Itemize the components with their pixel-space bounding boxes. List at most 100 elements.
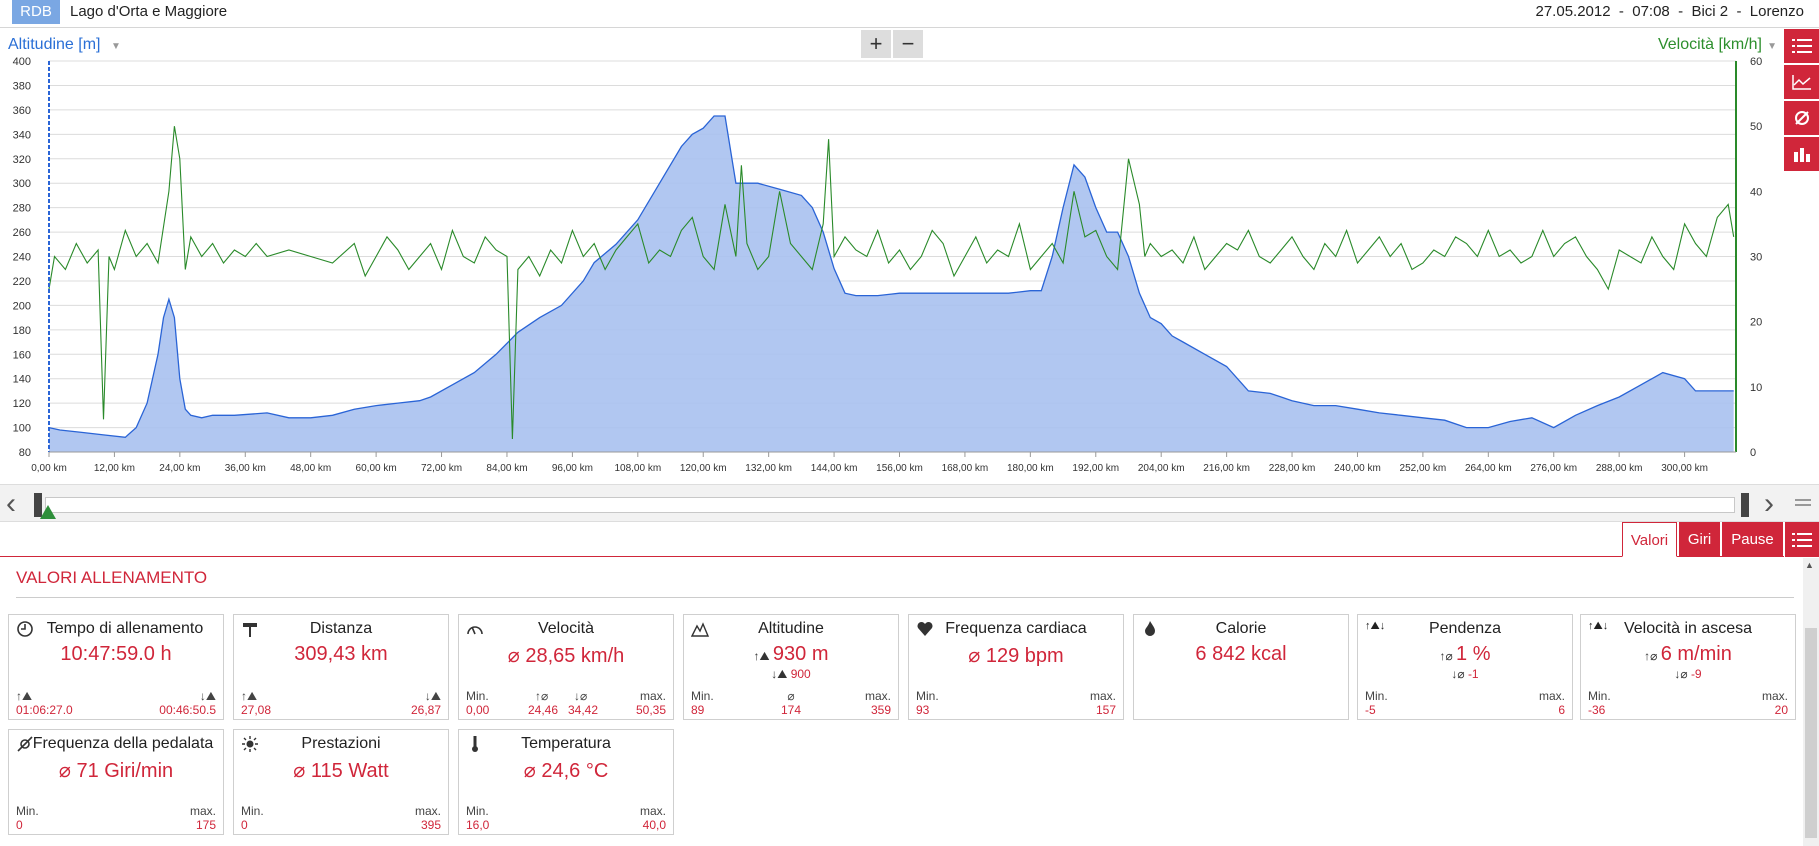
min-label: Min. (466, 804, 489, 818)
range-slider[interactable]: ‹ › (0, 484, 1819, 522)
signpost-icon (243, 623, 257, 637)
downhill-avg-icon: ↓⌀ (1674, 667, 1691, 681)
average-button[interactable] (1784, 101, 1819, 135)
card-value: ⌀ 115 Watt (293, 760, 389, 782)
tab-valori[interactable]: Valori (1622, 522, 1677, 557)
x-tick-label: 252,00 km (1400, 463, 1447, 474)
uphill-avg: 24,46 (528, 703, 559, 717)
card-title: Velocità (537, 620, 595, 637)
vertical-scrollbar[interactable]: ▲ (1803, 558, 1819, 846)
mountain-icon (691, 622, 709, 637)
bar-chart-button[interactable] (1784, 137, 1819, 171)
x-tick-label: 12,00 km (94, 463, 135, 474)
left-axis-select[interactable]: Altitudine [m] (8, 36, 101, 53)
session-info: 27.05.2012 - 07:08 - Bici 2 - Lorenzo (1535, 3, 1805, 20)
x-tick-label: 228,00 km (1269, 463, 1316, 474)
min-label: Min. (1588, 689, 1611, 703)
max-value: 20 (1774, 703, 1788, 717)
card-prestazioni: Prestazioni ⌀ 115 Watt Min. 0 max. 395 (233, 729, 449, 835)
chevron-down-icon[interactable]: ▼ (111, 41, 121, 52)
card-value: ⌀ 28,65 km/h (507, 645, 625, 667)
altitude-area (49, 116, 1734, 452)
altitude-speed-chart[interactable]: 8010012014016018020022024026028030032034… (0, 55, 1784, 483)
x-tick-label: 72,00 km (421, 463, 462, 474)
card-tempo: Tempo di allenamento 10:47:59.0 h ↑⛰ 01:… (8, 614, 224, 720)
max-value: 395 (420, 818, 441, 832)
y-left-tick-label: 280 (13, 203, 31, 215)
bar-chart-icon (1793, 148, 1810, 162)
min-value: 16,0 (466, 818, 490, 832)
slider-track[interactable] (45, 497, 1735, 513)
avg-value: 174 (780, 703, 802, 717)
card-title: Temperatura (521, 735, 611, 752)
uphill-avg-icon: ↑⌀ (1644, 649, 1661, 663)
line-chart-button[interactable] (1784, 65, 1819, 99)
max-value: 40,0 (642, 818, 666, 832)
downhill-avg-icon: ↓⌀ (1451, 667, 1468, 681)
tab-menu-button[interactable] (1785, 522, 1819, 557)
uphill-avg: 6 m/min (1660, 643, 1732, 665)
x-tick-label: 216,00 km (1203, 463, 1250, 474)
slider-handle-end[interactable] (1741, 493, 1749, 517)
card-sub: ↓⛰ 900 (684, 667, 898, 682)
tab-pause[interactable]: Pause (1722, 522, 1783, 557)
x-tick-label: 144,00 km (811, 463, 858, 474)
card-title: Altitudine (758, 620, 824, 637)
x-tick-label: 168,00 km (942, 463, 989, 474)
max-label: max. (189, 804, 216, 818)
y-right-tick-label: 50 (1750, 121, 1762, 133)
uphill-avg-icon: ↑⌀ (535, 689, 549, 703)
pedal-icon (17, 736, 33, 752)
chevron-right-icon[interactable]: › (1764, 487, 1774, 520)
card-title: Frequenza cardiaca (945, 620, 1087, 637)
min-label: Min. (691, 689, 714, 703)
heart-icon (917, 621, 933, 636)
zoom-out-button[interactable]: − (893, 30, 923, 58)
max-label: max. (1538, 689, 1565, 703)
downhill-time: 00:46:50.5 (159, 703, 216, 717)
card-title: Distanza (309, 620, 373, 637)
min-value: -5 (1365, 703, 1376, 717)
y-left-tick-label: 340 (13, 129, 31, 141)
scroll-thumb[interactable] (1805, 628, 1817, 838)
max-value: 175 (195, 818, 216, 832)
speed-line (48, 126, 1735, 440)
chevron-down-icon[interactable]: ▼ (1767, 41, 1777, 52)
card-value: ↑⌀ 6 m/min (1581, 643, 1795, 666)
downhill-avg: 34,42 (568, 703, 599, 717)
downhill-avg: -1 (1467, 667, 1479, 681)
scroll-up-icon[interactable]: ▲ (1805, 560, 1814, 570)
drag-handle-icon[interactable] (1795, 499, 1811, 509)
x-tick-label: 48,00 km (290, 463, 331, 474)
y-left-tick-label: 200 (13, 300, 31, 312)
chevron-left-icon[interactable]: ‹ (6, 487, 16, 520)
card-value: ↑⛰ 930 m (684, 643, 898, 666)
uphill-avg-icon: ↑⌀ (1439, 649, 1457, 663)
y-right-tick-label: 60 (1750, 56, 1762, 68)
slider-handle-start[interactable] (34, 493, 42, 517)
tab-giri[interactable]: Giri (1679, 522, 1720, 557)
list-icon (1792, 533, 1812, 547)
y-left-tick-label: 220 (13, 276, 31, 288)
climb-rate-icon: ↑⛰↓ (1588, 620, 1609, 632)
card-sub: ↓⌀ -9 (1581, 667, 1795, 681)
min-value: 0,00 (466, 703, 490, 717)
list-view-button[interactable] (1784, 29, 1819, 63)
y-right-tick-label: 0 (1750, 447, 1756, 459)
y-left-tick-label: 320 (13, 154, 31, 166)
max-value: 50,35 (635, 703, 666, 717)
right-axis-select[interactable]: Velocità [km/h] (1657, 36, 1762, 53)
section-title: VALORI ALLENAMENTO (16, 568, 208, 587)
y-left-tick-label: 100 (13, 423, 31, 435)
zoom-in-button[interactable]: + (861, 30, 891, 58)
x-tick-label: 204,00 km (1138, 463, 1185, 474)
card-velocita: Velocità ⌀ 28,65 km/h Min. 0,00 ↑⌀ 24,46… (458, 614, 674, 720)
y-left-tick-label: 120 (13, 398, 31, 410)
clock-icon (17, 621, 33, 637)
position-marker[interactable] (40, 505, 56, 519)
x-tick-label: 24,00 km (159, 463, 200, 474)
card-value: 10:47:59.0 h (60, 643, 172, 665)
app-logo[interactable]: RDB (12, 0, 60, 24)
descent-icon: ↓⛰ (771, 667, 791, 681)
x-tick-label: 240,00 km (1334, 463, 1381, 474)
